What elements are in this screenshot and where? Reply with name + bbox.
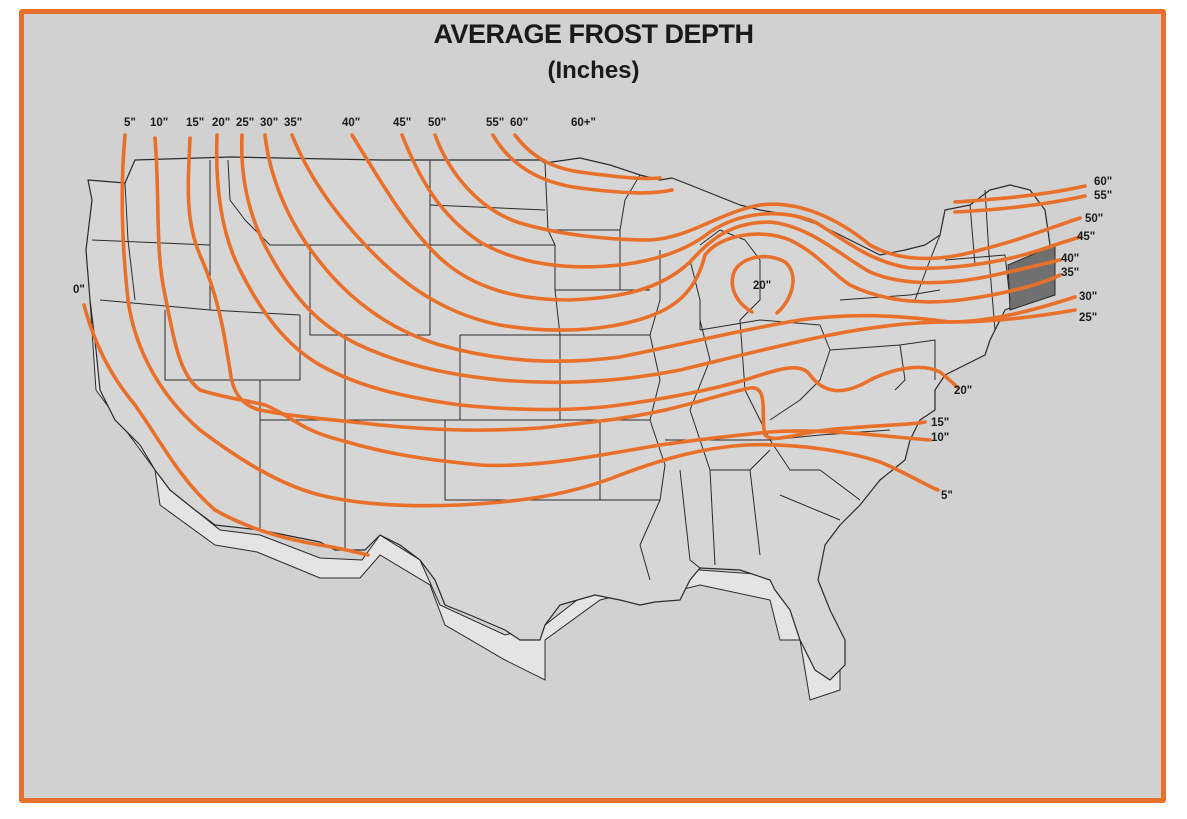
contour-labels: 5" 10" 15" 20" 25" 30" 35" 40" 45" 50" 5… — [73, 117, 1112, 502]
label-right-10: 10" — [931, 432, 949, 444]
label-top-40: 40" — [342, 117, 360, 129]
contour-0 — [82, 303, 370, 557]
label-right-25: 25" — [1079, 312, 1097, 324]
label-right-15: 15" — [931, 417, 949, 429]
map-subtitle: (Inches) — [547, 57, 640, 84]
label-right-50: 50" — [1085, 213, 1103, 225]
label-right-60: 60" — [1094, 176, 1112, 188]
label-top-45: 45" — [393, 117, 411, 129]
frost-contours — [82, 133, 1087, 557]
contour-50 — [433, 133, 1082, 261]
label-top-30: 30" — [260, 117, 278, 129]
contour-45 — [400, 133, 1082, 271]
label-top-5: 5" — [124, 117, 136, 129]
contour-30 — [263, 133, 1077, 364]
contour-5-west — [120, 133, 940, 508]
label-top-20: 20" — [212, 117, 230, 129]
contour-40 — [350, 133, 1062, 302]
label-right-30: 30" — [1079, 291, 1097, 303]
label-top-60: 60" — [510, 117, 528, 129]
label-left-0: 0" — [73, 284, 85, 296]
label-right-20: 20" — [954, 385, 972, 397]
label-inner-20: 20" — [753, 280, 771, 292]
label-right-45: 45" — [1077, 231, 1095, 243]
contour-35 — [290, 133, 1062, 332]
label-top-55: 55" — [486, 117, 504, 129]
label-right-55: 55" — [1094, 190, 1112, 202]
label-right-35: 35" — [1061, 267, 1079, 279]
contour-20 — [214, 133, 960, 412]
label-right-40: 40" — [1061, 253, 1079, 265]
label-right-5: 5" — [941, 490, 953, 502]
label-top-60-plus: 60+" — [571, 117, 596, 129]
label-top-50: 50" — [428, 117, 446, 129]
contour-60 — [513, 133, 662, 181]
state-boundaries — [91, 159, 1011, 581]
label-top-15: 15" — [186, 117, 204, 129]
contour-10 — [153, 136, 932, 468]
us-outline — [85, 156, 1056, 681]
contour-15 — [186, 136, 927, 441]
contour-55-east — [953, 194, 1087, 214]
label-top-25: 25" — [236, 117, 254, 129]
label-top-10: 10" — [150, 117, 168, 129]
map-title: AVERAGE FROST DEPTH — [433, 19, 754, 49]
contour-55 — [491, 133, 674, 195]
label-top-35: 35" — [284, 117, 302, 129]
contour-20-inner — [730, 254, 795, 315]
contour-60-east — [953, 184, 1087, 204]
contour-25 — [239, 133, 1077, 385]
us-states-map — [85, 156, 1056, 701]
